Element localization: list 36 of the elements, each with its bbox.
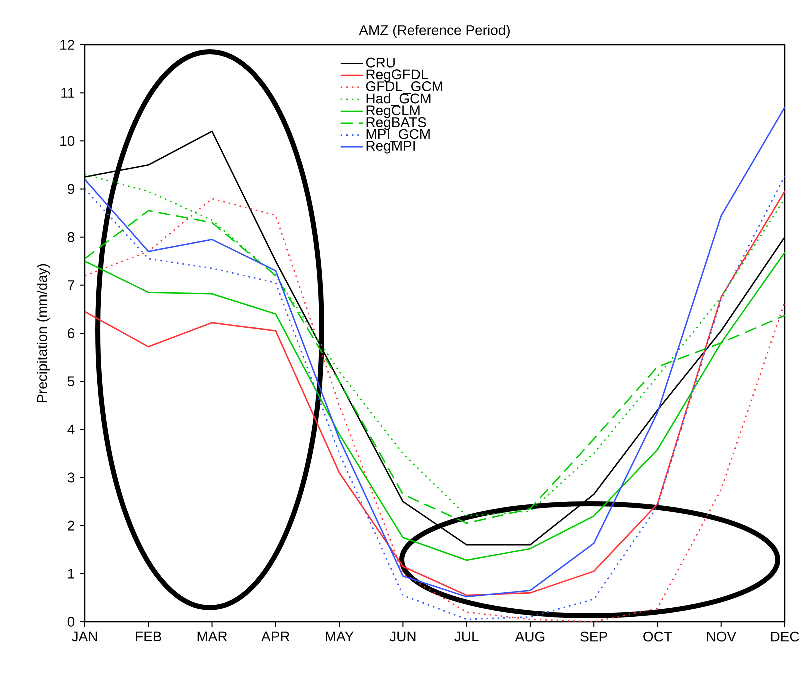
y-tick-label: 12	[60, 40, 74, 50]
legend-label: GFDL_GCM	[366, 82, 442, 94]
y-tick-label: 5	[68, 376, 75, 386]
legend-label: MPI_GCM	[366, 129, 430, 142]
y-tick-label: 8	[68, 232, 75, 242]
legend-label: RegGFDL	[366, 70, 428, 82]
legend-label: CRU	[366, 58, 395, 68]
x-tick-label: FEB	[136, 632, 162, 642]
x-tick-label: JUN	[390, 632, 416, 642]
y-tick-label: 3	[68, 472, 75, 483]
y-axis-title: Precipitation (mm/day)	[36, 264, 50, 402]
legend-label: RegBATS	[366, 117, 426, 130]
y-tick-label: 10	[60, 136, 75, 146]
chart-title: AMZ (Reference Period)	[359, 25, 510, 38]
legend-label: RegMPI	[366, 141, 415, 154]
x-tick-label: APR	[262, 632, 290, 642]
y-tick-label: 11	[62, 88, 74, 98]
legend-label: RegCLM	[366, 106, 420, 118]
y-tick-label: 4	[68, 424, 75, 434]
y-tick-label: 6	[68, 328, 75, 338]
x-tick-label: NOV	[707, 632, 736, 642]
x-tick-label: JUL	[454, 632, 479, 642]
x-tick-label: AUG	[515, 632, 545, 642]
x-tick-label: MAR	[198, 632, 228, 642]
x-tick-label: MAY	[326, 632, 354, 642]
y-tick-label: 1	[68, 569, 74, 579]
line-series	[84, 106, 786, 598]
legend-label: Had_GCM	[366, 93, 431, 106]
y-tick-label: 2	[68, 520, 74, 531]
x-tick-label: SEP	[580, 632, 608, 642]
x-tick-label: DEC	[771, 632, 800, 642]
y-tick-label: 9	[68, 184, 74, 194]
x-tick-label: OCT	[644, 632, 672, 642]
x-tick-label: JAN	[72, 632, 98, 642]
y-tick-label: 7	[68, 280, 74, 290]
y-tick-label: 0	[68, 617, 75, 627]
